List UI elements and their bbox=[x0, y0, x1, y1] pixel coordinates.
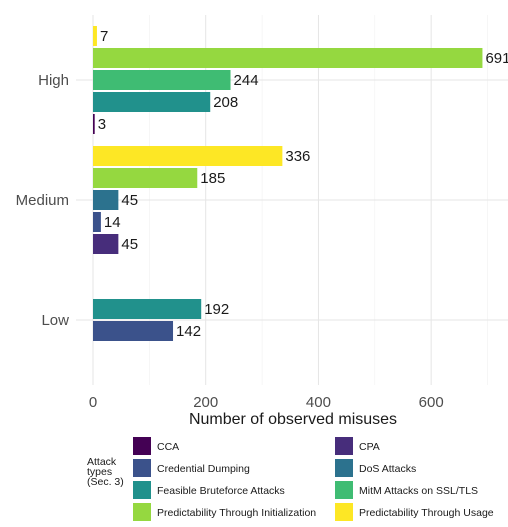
bar bbox=[93, 168, 198, 188]
bar bbox=[93, 321, 174, 341]
legend-swatch bbox=[335, 459, 353, 477]
legend-label: CCA bbox=[157, 441, 179, 453]
bars-group bbox=[93, 26, 483, 341]
bar bbox=[93, 146, 283, 166]
y-tick-labels: High Medium Low bbox=[16, 72, 70, 329]
data-label: 7 bbox=[100, 28, 108, 45]
legend-swatch bbox=[335, 503, 353, 521]
data-label: 185 bbox=[200, 170, 225, 187]
bar bbox=[93, 48, 483, 68]
data-label: 14 bbox=[104, 214, 121, 231]
legend-label: DoS Attacks bbox=[359, 463, 416, 475]
x-tick-label: 200 bbox=[193, 394, 218, 411]
bar bbox=[93, 70, 231, 90]
legend-swatch bbox=[335, 437, 353, 455]
data-label: 45 bbox=[121, 236, 138, 253]
bar bbox=[93, 212, 101, 232]
legend-label: Predictability Through Initialization bbox=[157, 507, 316, 519]
data-label: 192 bbox=[204, 301, 229, 318]
data-label: 691 bbox=[485, 50, 508, 67]
legend-swatch bbox=[133, 503, 151, 521]
legend-swatch bbox=[335, 481, 353, 499]
data-label: 336 bbox=[285, 148, 310, 165]
y-tick-label: High bbox=[38, 72, 69, 89]
legend-label: CPA bbox=[359, 441, 380, 453]
legend-swatch bbox=[133, 481, 151, 499]
legend-swatch bbox=[133, 459, 151, 477]
bar bbox=[93, 92, 211, 112]
bar bbox=[93, 114, 95, 134]
legend-label: Predictability Through Usage bbox=[359, 507, 494, 519]
legend: Attack types (Sec. 3) CCA CPA Credential Dump… bbox=[87, 437, 494, 521]
data-label: 208 bbox=[213, 94, 238, 111]
legend-label: Credential Dumping bbox=[157, 463, 250, 475]
x-tick-label: 400 bbox=[306, 394, 331, 411]
x-tick-label: 0 bbox=[89, 394, 97, 411]
legend-title: Attack types (Sec. 3) bbox=[87, 456, 124, 488]
legend-swatch bbox=[133, 437, 151, 455]
data-label: 3 bbox=[98, 116, 106, 133]
y-tick-label: Medium bbox=[16, 192, 69, 209]
bar bbox=[93, 26, 97, 46]
x-tick-labels: 0 200 400 600 bbox=[89, 394, 444, 411]
bar bbox=[93, 299, 202, 319]
legend-label: MitM Attacks on SSL/TLS bbox=[359, 485, 478, 497]
data-label: 45 bbox=[121, 192, 138, 209]
legend-label: Feasible Bruteforce Attacks bbox=[157, 485, 285, 497]
data-label: 142 bbox=[176, 323, 201, 340]
x-tick-label: 600 bbox=[419, 394, 444, 411]
bar bbox=[93, 190, 119, 210]
bar bbox=[93, 234, 119, 254]
y-tick-label: Low bbox=[41, 312, 69, 329]
data-label: 244 bbox=[234, 72, 259, 89]
x-axis-title: Number of observed misuses bbox=[189, 411, 397, 428]
